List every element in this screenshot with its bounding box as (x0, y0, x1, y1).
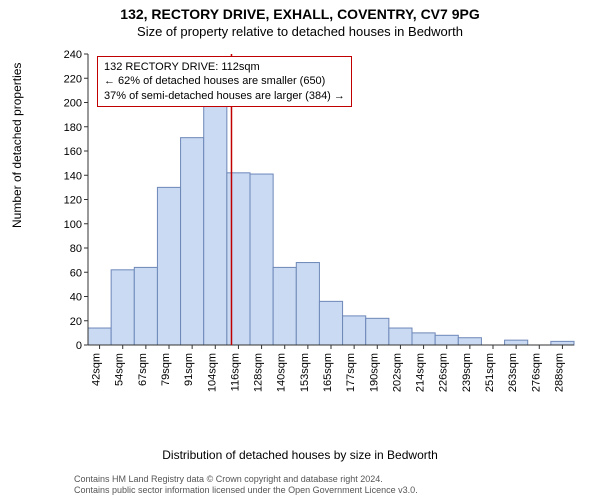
x-tick-label: 190sqm (368, 353, 380, 392)
annotation-callout: 132 RECTORY DRIVE: 112sqm← 62% of detach… (97, 56, 352, 107)
x-tick-label: 263sqm (507, 353, 519, 392)
x-tick-label: 79sqm (160, 353, 172, 386)
histogram-bar (505, 340, 528, 345)
svg-text:200: 200 (64, 98, 82, 110)
histogram-bar (551, 341, 574, 345)
x-tick-label: 251sqm (484, 353, 496, 392)
x-axis-label: Distribution of detached houses by size … (0, 448, 600, 462)
svg-text:140: 140 (64, 170, 82, 182)
x-tick-label: 116sqm (229, 353, 241, 391)
x-tick-label: 104sqm (206, 353, 218, 392)
attribution-line-2: Contains public sector information licen… (74, 485, 418, 496)
svg-text:160: 160 (64, 146, 82, 158)
x-tick-label: 91sqm (183, 353, 195, 386)
histogram-bar (389, 328, 412, 345)
annotation-line: 132 RECTORY DRIVE: 112sqm (104, 60, 345, 74)
histogram-bar (204, 105, 227, 345)
histogram-bar (134, 267, 157, 345)
x-tick-label: 276sqm (530, 353, 542, 392)
svg-text:80: 80 (70, 243, 82, 255)
x-tick-label: 54sqm (114, 353, 126, 386)
histogram-bar (157, 187, 180, 345)
histogram-bar (111, 270, 134, 345)
histogram-bar (273, 267, 296, 345)
x-tick-label: 165sqm (322, 353, 334, 392)
annotation-line: ← 62% of detached houses are smaller (65… (104, 74, 345, 88)
histogram-bar (227, 173, 250, 345)
title-block: 132, RECTORY DRIVE, EXHALL, COVENTRY, CV… (0, 0, 600, 39)
x-tick-label: 128sqm (253, 353, 265, 392)
histogram-bar (250, 174, 273, 345)
chart-title-sub: Size of property relative to detached ho… (0, 24, 600, 39)
svg-text:120: 120 (64, 195, 82, 207)
x-tick-label: 226sqm (438, 353, 450, 392)
y-axis-label: Number of detached properties (10, 63, 24, 228)
histogram-bar (88, 328, 111, 345)
svg-text:240: 240 (64, 50, 82, 61)
x-tick-label: 239sqm (461, 353, 473, 392)
svg-text:180: 180 (64, 122, 82, 134)
x-tick-label: 177sqm (345, 353, 357, 392)
histogram-bar (412, 333, 435, 345)
x-tick-label: 67sqm (137, 353, 149, 386)
chart-title-main: 132, RECTORY DRIVE, EXHALL, COVENTRY, CV… (0, 6, 600, 22)
attribution-line-1: Contains HM Land Registry data © Crown c… (74, 474, 418, 485)
histogram-bar (458, 338, 481, 345)
histogram-bar (366, 318, 389, 345)
histogram-bar (296, 263, 319, 345)
svg-text:100: 100 (64, 219, 82, 231)
histogram-bar (181, 138, 204, 345)
svg-text:20: 20 (70, 316, 82, 328)
x-tick-label: 288sqm (553, 353, 565, 392)
x-tick-label: 42sqm (91, 353, 103, 386)
svg-text:40: 40 (70, 292, 82, 304)
svg-text:0: 0 (76, 340, 82, 352)
x-tick-label: 153sqm (299, 353, 311, 392)
svg-text:220: 220 (64, 73, 82, 85)
svg-text:60: 60 (70, 267, 82, 279)
histogram-bar (319, 301, 342, 345)
x-tick-label: 202sqm (391, 353, 403, 392)
histogram-bar (435, 335, 458, 345)
x-tick-label: 140sqm (276, 353, 288, 392)
histogram-bar (343, 316, 366, 345)
x-tick-label: 214sqm (415, 353, 427, 392)
annotation-line: 37% of semi-detached houses are larger (… (104, 89, 345, 103)
attribution-text: Contains HM Land Registry data © Crown c… (74, 474, 418, 497)
